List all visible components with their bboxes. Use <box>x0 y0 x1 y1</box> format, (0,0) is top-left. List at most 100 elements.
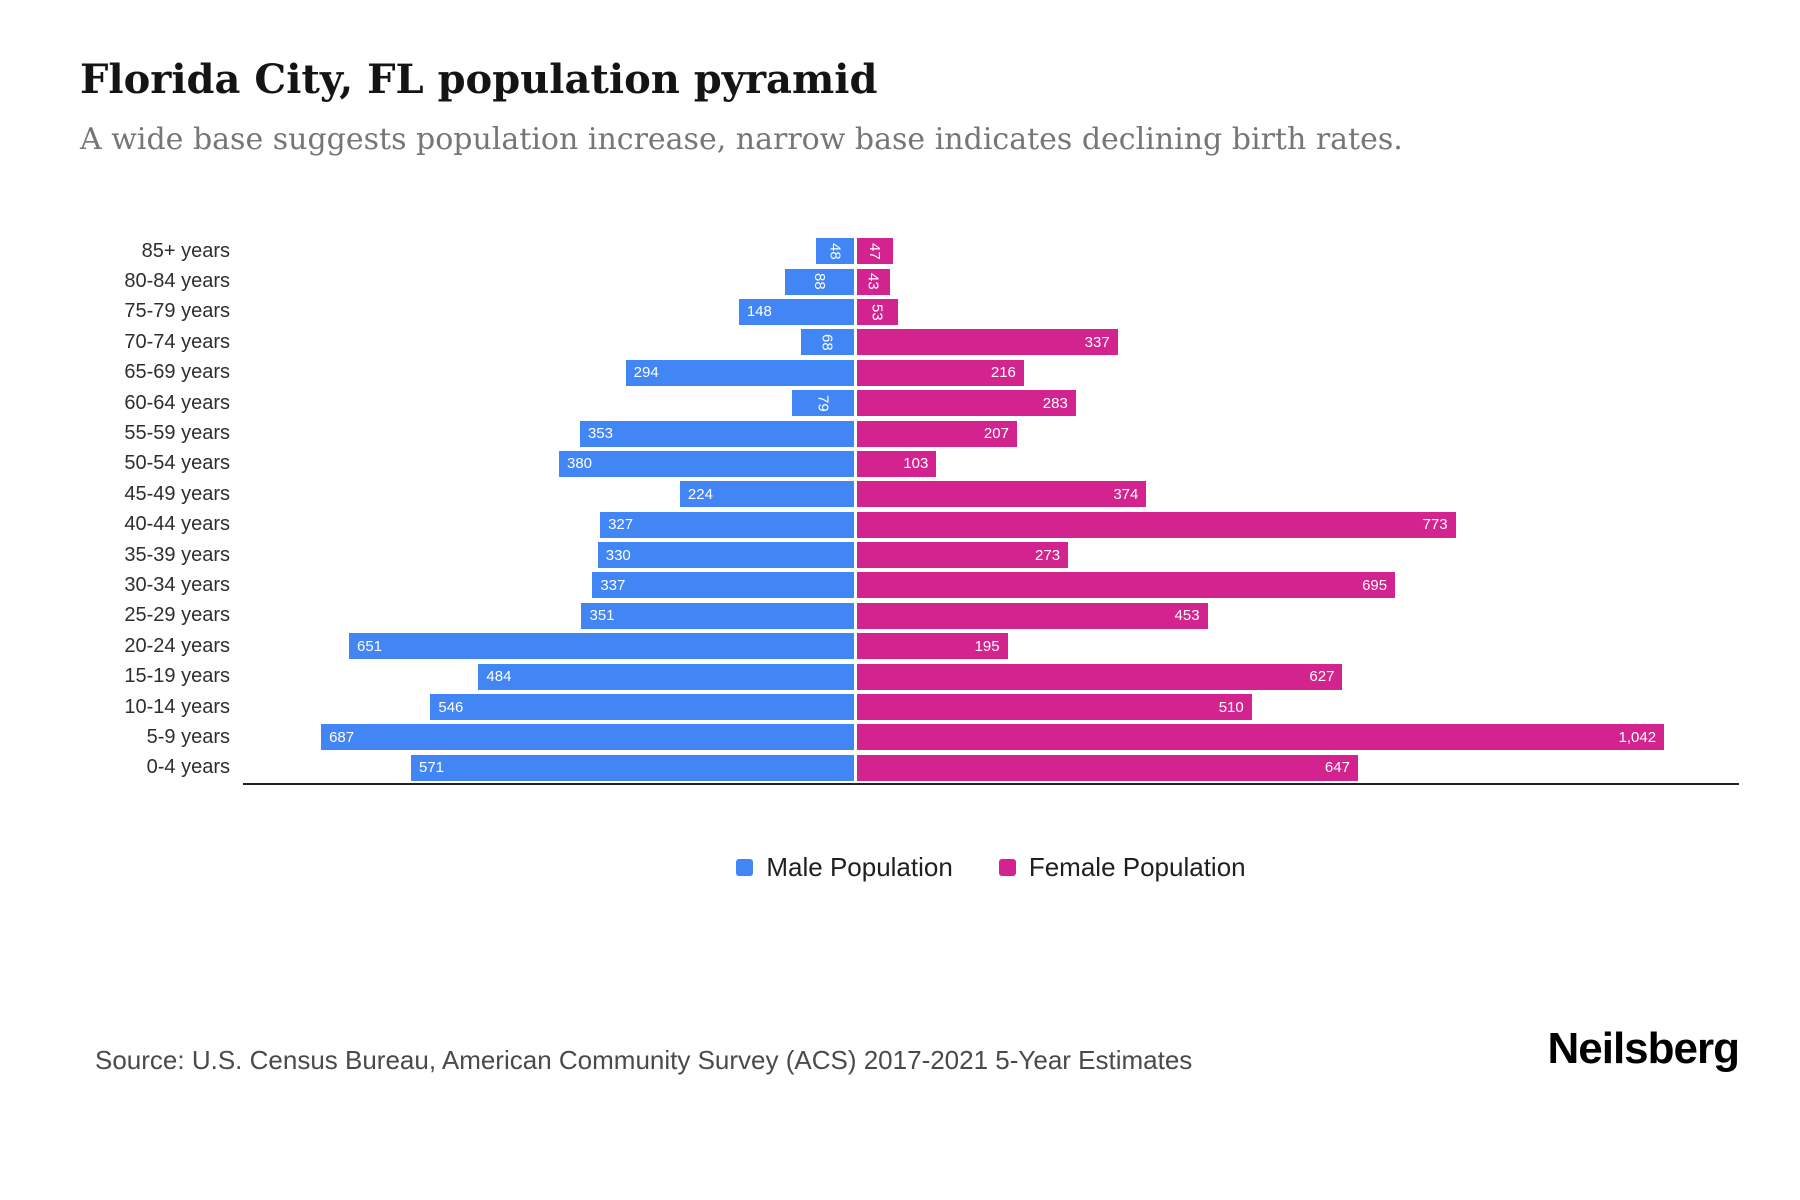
male-half: 224 <box>243 481 855 508</box>
male-bar: 327 <box>600 511 854 538</box>
female-half: 695 <box>855 572 1739 599</box>
age-group-label: 75-79 years <box>124 300 230 323</box>
bar-pair: 68 337 <box>243 329 1739 356</box>
pyramid-row: 50-54 years 380 103 <box>80 449 1739 479</box>
pyramid-row: 80-84 years 88 43 <box>80 266 1739 296</box>
male-bar: 330 <box>597 542 854 569</box>
male-bar-value: 571 <box>418 759 445 777</box>
male-bar: 88 <box>785 268 854 295</box>
female-bar: 216 <box>856 359 1024 386</box>
female-bar-value: 216 <box>990 364 1016 382</box>
female-bar-value: 207 <box>983 425 1009 443</box>
male-bar-value: 337 <box>600 576 626 594</box>
female-bar-value: 695 <box>1362 576 1388 594</box>
female-half: 283 <box>855 390 1739 417</box>
pyramid-row: 25-29 years 351 453 <box>80 601 1739 631</box>
legend-female-label: Female Population <box>1028 852 1246 882</box>
legend-item-female[interactable]: Female Population <box>998 852 1246 883</box>
female-half: 337 <box>855 329 1739 356</box>
bar-pair: 330 273 <box>243 542 1739 569</box>
age-group-label: 30-34 years <box>124 573 230 596</box>
female-bar-value: 1,042 <box>1618 728 1657 746</box>
age-group-label: 35-39 years <box>124 543 230 566</box>
male-bar-value: 48 <box>826 242 844 260</box>
male-bar-value: 651 <box>356 637 383 655</box>
male-bar: 571 <box>410 754 854 781</box>
female-bar: 1,042 <box>856 724 1665 751</box>
male-half: 651 <box>243 633 855 660</box>
neilsberg-logo[interactable]: Neilsberg <box>1547 1024 1740 1073</box>
female-bar-value: 374 <box>1113 485 1139 503</box>
female-half: 53 <box>855 298 1739 325</box>
female-half: 216 <box>855 359 1739 386</box>
pyramid-row: 65-69 years 294 216 <box>80 358 1739 388</box>
female-bar: 374 <box>856 481 1147 508</box>
male-bar: 546 <box>430 694 854 721</box>
female-bar: 53 <box>856 298 898 325</box>
male-half: 88 <box>243 268 855 295</box>
female-half: 647 <box>855 754 1739 781</box>
female-swatch-icon <box>998 859 1016 876</box>
female-bar: 283 <box>856 390 1076 417</box>
pyramid-row: 0-4 years 571 647 <box>80 753 1739 783</box>
female-bar-value: 195 <box>974 637 1000 655</box>
pyramid-row: 10-14 years 546 510 <box>80 692 1739 722</box>
bar-pair: 48 47 <box>243 238 1739 265</box>
female-half: 47 <box>855 238 1739 265</box>
male-half: 79 <box>243 390 855 417</box>
legend-item-male[interactable]: Male Population <box>736 852 953 883</box>
age-group-label: 50-54 years <box>124 452 230 475</box>
population-pyramid-chart: 85+ years 48 47 80-84 years 88 43 75-79 years 1… <box>80 236 1739 786</box>
male-half: 294 <box>243 359 855 386</box>
pyramid-row: 35-39 years 330 273 <box>80 540 1739 570</box>
bar-pair: 88 43 <box>243 268 1739 295</box>
age-group-label: 0-4 years <box>146 756 230 779</box>
page-subtitle: A wide base suggests population increase… <box>80 122 1403 157</box>
age-group-label: 15-19 years <box>124 665 230 688</box>
bar-pair: 571 647 <box>243 754 1739 781</box>
female-half: 273 <box>855 542 1739 569</box>
male-bar: 380 <box>559 450 854 477</box>
bar-pair: 148 53 <box>243 298 1739 325</box>
female-half: 627 <box>855 663 1739 690</box>
female-bar: 47 <box>856 238 893 265</box>
bar-pair: 687 1,042 <box>243 724 1739 751</box>
female-bar-value: 273 <box>1035 546 1061 564</box>
male-half: 68 <box>243 329 855 356</box>
pyramid-row: 55-59 years 353 207 <box>80 418 1739 448</box>
female-bar: 337 <box>856 329 1118 356</box>
bar-pair: 651 195 <box>243 633 1739 660</box>
female-bar: 510 <box>856 694 1252 721</box>
male-bar-value: 546 <box>438 698 464 716</box>
male-bar-value: 224 <box>687 485 713 503</box>
male-half: 571 <box>243 754 855 781</box>
x-axis-line <box>243 783 1739 786</box>
female-bar: 43 <box>856 268 890 295</box>
male-half: 687 <box>243 724 855 751</box>
male-bar-value: 484 <box>486 668 512 686</box>
male-bar: 68 <box>800 329 854 356</box>
male-bar: 148 <box>738 298 854 325</box>
bar-pair: 224 374 <box>243 481 1739 508</box>
male-half: 330 <box>243 542 855 569</box>
female-half: 103 <box>855 450 1739 477</box>
age-group-label: 65-69 years <box>124 361 230 384</box>
male-bar-value: 380 <box>567 455 593 473</box>
male-bar: 353 <box>579 420 854 447</box>
bar-pair: 380 103 <box>243 450 1739 477</box>
male-bar: 294 <box>625 359 854 386</box>
source-note: Source: U.S. Census Bureau, American Com… <box>95 1045 1193 1075</box>
female-half: 207 <box>855 420 1739 447</box>
female-bar-value: 47 <box>866 242 884 260</box>
male-half: 327 <box>243 511 855 538</box>
age-group-label: 40-44 years <box>124 513 230 536</box>
pyramid-row: 75-79 years 148 53 <box>80 297 1739 327</box>
legend-male-label: Male Population <box>766 852 953 882</box>
age-group-label: 70-74 years <box>124 330 230 353</box>
male-bar-value: 68 <box>818 334 836 351</box>
male-bar: 484 <box>478 663 854 690</box>
female-bar: 647 <box>856 754 1358 781</box>
male-half: 353 <box>243 420 855 447</box>
male-bar-value: 294 <box>633 364 659 382</box>
